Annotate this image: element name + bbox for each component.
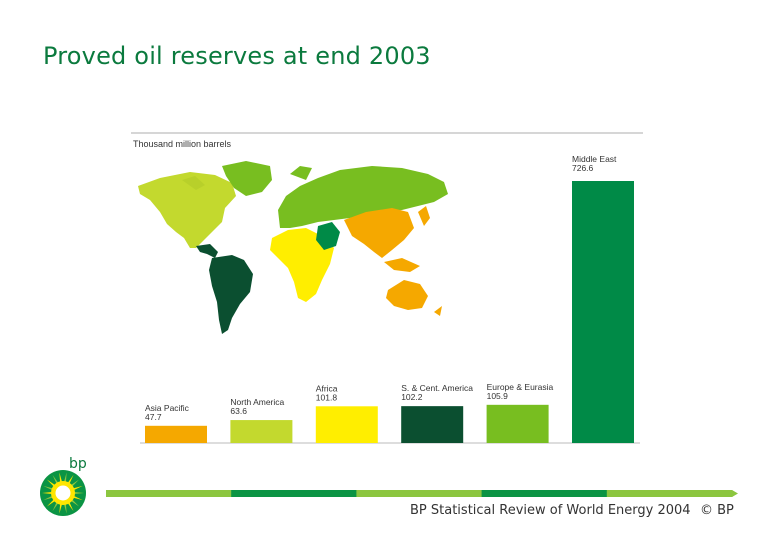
map-asia	[344, 208, 414, 258]
footer-source: BP Statistical Review of World Energy 20…	[410, 503, 691, 518]
map-europe-eurasia	[278, 166, 448, 228]
value-label-4: 105.9	[487, 391, 509, 401]
map-north-america	[138, 172, 236, 248]
slide-title: Proved oil reserves at end 2003	[43, 42, 431, 70]
value-label-0: 47.7	[145, 412, 162, 422]
bar-4	[486, 404, 549, 443]
map-indonesia	[384, 258, 420, 272]
bar-3	[401, 406, 464, 443]
footer-bar-segment-0	[106, 490, 232, 497]
category-label-2: Africa	[316, 383, 338, 393]
map-central-america	[196, 244, 218, 258]
footer-bar-segment-4	[606, 490, 733, 497]
footer-bar-segment-1	[231, 490, 357, 497]
map-greenland	[222, 161, 272, 196]
bp-logo-text: bp	[69, 456, 87, 472]
footer-bar-arrow	[732, 490, 738, 497]
bar-5	[572, 181, 634, 443]
category-label-0: Asia Pacific	[145, 403, 190, 413]
bar-2	[315, 406, 378, 443]
footer-bar	[106, 490, 738, 497]
copyright: © BP	[700, 503, 734, 518]
helios-icon	[40, 470, 86, 516]
map-australia	[386, 280, 428, 310]
category-label-4: Europe & Eurasia	[487, 382, 554, 392]
category-label-5: Middle East	[572, 154, 617, 164]
value-label-2: 101.8	[316, 392, 338, 402]
map-new-zealand	[434, 306, 442, 316]
footer-bar-segment-3	[481, 490, 608, 497]
map-africa	[270, 228, 334, 302]
category-label-1: North America	[230, 397, 284, 407]
bar-0	[145, 425, 207, 443]
map-scandinavia	[290, 166, 312, 180]
map-japan	[418, 206, 430, 226]
value-label-5: 726.6	[572, 163, 594, 173]
bp-logo: bp	[38, 456, 94, 518]
value-label-3: 102.2	[401, 392, 423, 402]
footer-bar-segment-2	[356, 490, 483, 497]
category-label-3: S. & Cent. America	[401, 383, 473, 393]
world-map	[138, 161, 448, 334]
map-south-america	[209, 255, 253, 334]
map-middle-east	[316, 222, 340, 250]
bar-1	[230, 420, 293, 443]
map-hudson	[182, 176, 205, 190]
unit-label: Thousand million barrels	[133, 139, 232, 149]
bars-group	[145, 181, 634, 443]
value-label-1: 63.6	[230, 406, 247, 416]
